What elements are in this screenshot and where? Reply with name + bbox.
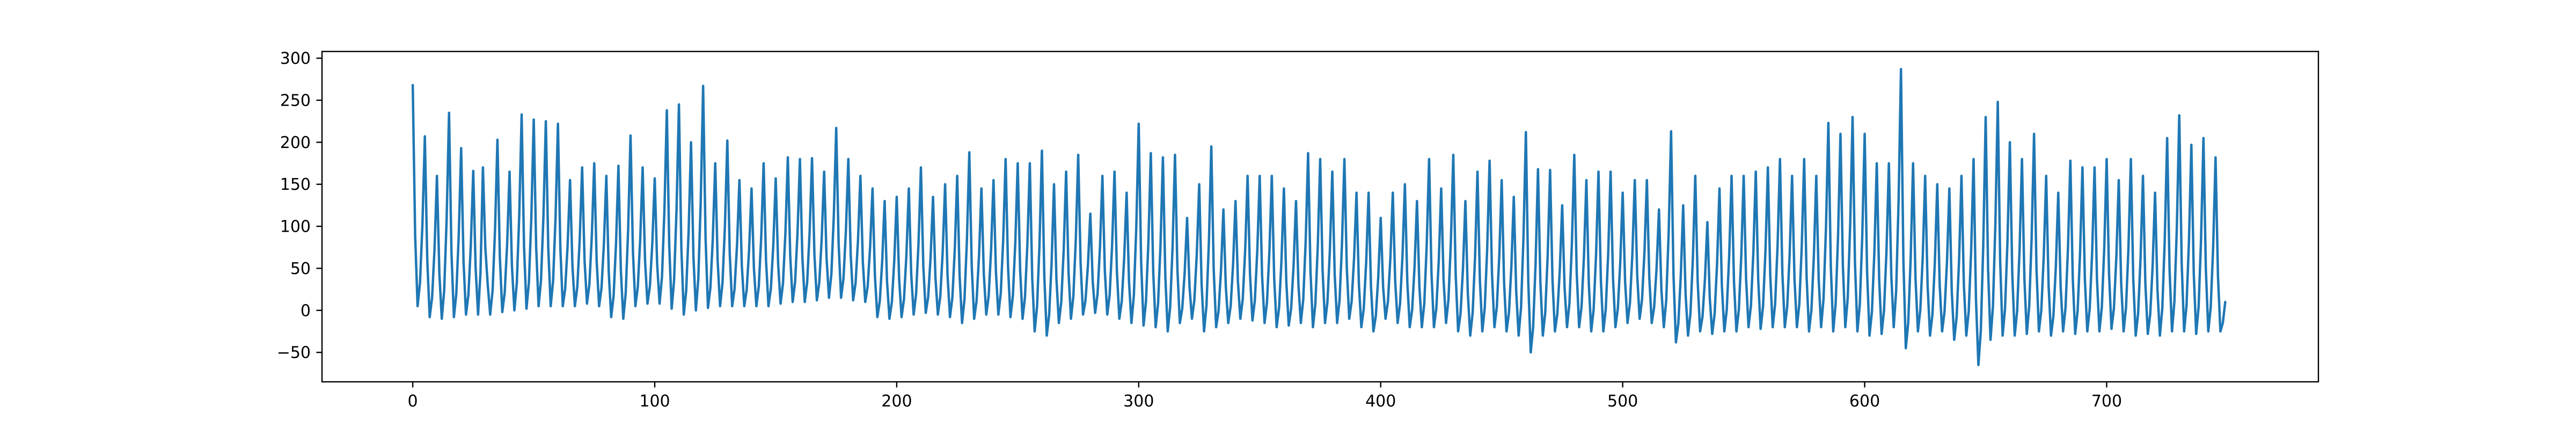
x-tick-label: 0 (408, 392, 418, 411)
axes-background (322, 51, 2318, 382)
axes-spines (321, 50, 2319, 383)
x-tick-label: 700 (2091, 392, 2122, 411)
y-axis: −50 0 50 100 150 200 250 300 (277, 49, 322, 363)
x-tick-label: 200 (881, 392, 912, 411)
y-tick-label: 150 (280, 175, 311, 194)
y-tick-label: −50 (277, 344, 311, 363)
y-tick-label: 100 (280, 218, 311, 236)
x-tick-label: 500 (1607, 392, 1638, 411)
y-tick-label: 250 (280, 91, 311, 110)
series-line (411, 68, 2227, 366)
x-tick-label: 300 (1123, 392, 1154, 411)
y-tick-label: 200 (280, 134, 311, 152)
x-axis: 0 100 200 300 400 500 600 700 (408, 382, 2122, 411)
x-tick-label: 400 (1365, 392, 1396, 411)
x-tick-label: 100 (639, 392, 670, 411)
series-layer (411, 68, 2227, 366)
y-tick-label: 300 (280, 49, 311, 68)
axes-frame (321, 50, 2319, 383)
y-tick-label: 0 (301, 301, 311, 320)
plot-area (322, 51, 2318, 382)
y-tick-label: 50 (290, 260, 311, 278)
x-tick-label: 600 (1849, 392, 1880, 411)
